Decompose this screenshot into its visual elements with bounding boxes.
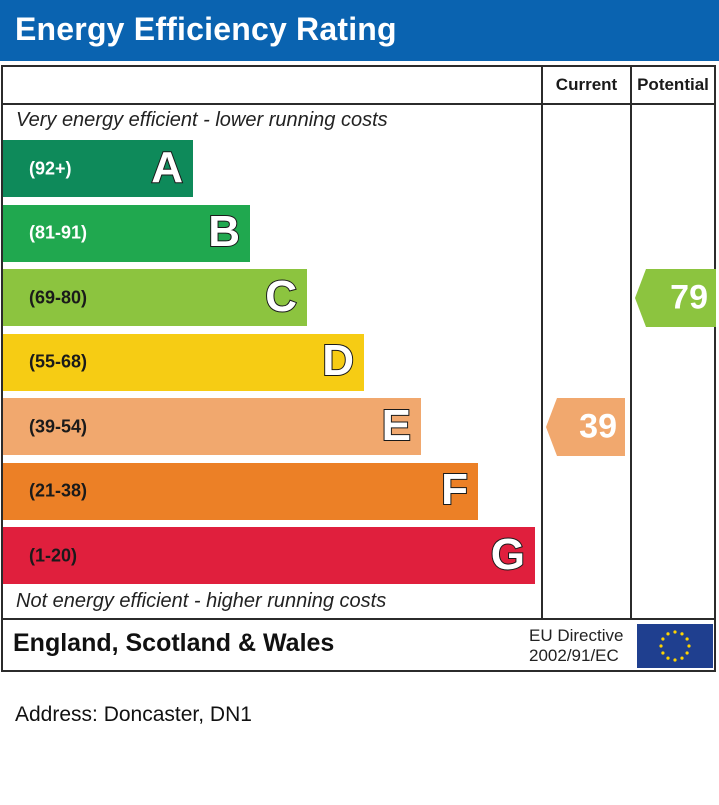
- band-b-letter: B: [207, 206, 241, 257]
- eu-flag-star: [661, 637, 665, 641]
- eu-flag-star: [680, 632, 684, 636]
- band-f-letter: F: [440, 464, 469, 515]
- region-label: England, Scotland & Wales: [13, 629, 335, 657]
- band-d-range: (55-68): [29, 351, 88, 372]
- band-e: (39-54) E: [3, 398, 421, 455]
- potential-column-header: Potential: [637, 75, 709, 94]
- title-bar: Energy Efficiency Rating: [0, 0, 719, 61]
- current-rating-arrow: 39: [546, 397, 625, 456]
- potential-rating-arrow: 79: [635, 268, 716, 327]
- band-e-letter: E: [381, 400, 412, 451]
- band-c: (69-80) C: [3, 269, 307, 326]
- band-f-range: (21-38): [29, 480, 88, 501]
- current-rating-value: 39: [579, 407, 617, 445]
- band-c-range: (69-80): [29, 287, 88, 307]
- band-g-letter: G: [490, 529, 526, 580]
- eu-directive-line1: EU Directive: [529, 626, 624, 645]
- bottom-caption: Not energy efficient - higher running co…: [16, 590, 387, 612]
- eu-flag-star: [687, 644, 691, 648]
- band-e-range: (39-54): [29, 416, 88, 436]
- potential-column-divider: [630, 67, 632, 620]
- band-c-letter: C: [264, 271, 298, 322]
- eu-flag-star: [685, 651, 689, 655]
- address: Address: Doncaster, DN1: [15, 703, 252, 726]
- eu-flag-star: [659, 644, 663, 648]
- band-a-letter: A: [150, 142, 184, 193]
- band-g-range: (1-20): [29, 545, 78, 565]
- current-column-header: Current: [555, 75, 618, 94]
- eu-flag-star: [666, 656, 670, 660]
- eu-flag-star: [673, 658, 677, 662]
- eu-flag-star: [666, 632, 670, 636]
- eu-directive: EU Directive 2002/91/EC: [529, 626, 623, 666]
- footer-divider: [3, 618, 714, 620]
- potential-rating-value: 79: [670, 278, 708, 316]
- band-b-range: (81-91): [29, 222, 88, 243]
- page-title: Energy Efficiency Rating: [15, 11, 397, 47]
- eu-directive-line2: 2002/91/EC: [529, 646, 619, 665]
- eu-flag-star: [680, 656, 684, 660]
- current-column-divider: [541, 67, 543, 620]
- band-a: (92+) A: [3, 140, 193, 197]
- band-b: (81-91) B: [3, 204, 250, 262]
- band-d-letter: D: [321, 335, 355, 386]
- band-f: (21-38) F: [3, 462, 478, 520]
- band-a-range: (92+): [29, 158, 72, 178]
- eu-flag-icon: [637, 624, 713, 668]
- eu-flag-star: [685, 637, 689, 641]
- eu-flag-star: [661, 651, 665, 655]
- rating-chart: Current Potential Very energy efficient …: [1, 65, 716, 672]
- header-divider: [3, 103, 714, 105]
- band-g: (1-20) G: [3, 527, 535, 584]
- eu-flag-star: [673, 630, 677, 634]
- top-caption: Very energy efficient - lower running co…: [16, 109, 388, 131]
- band-d: (55-68) D: [3, 333, 364, 391]
